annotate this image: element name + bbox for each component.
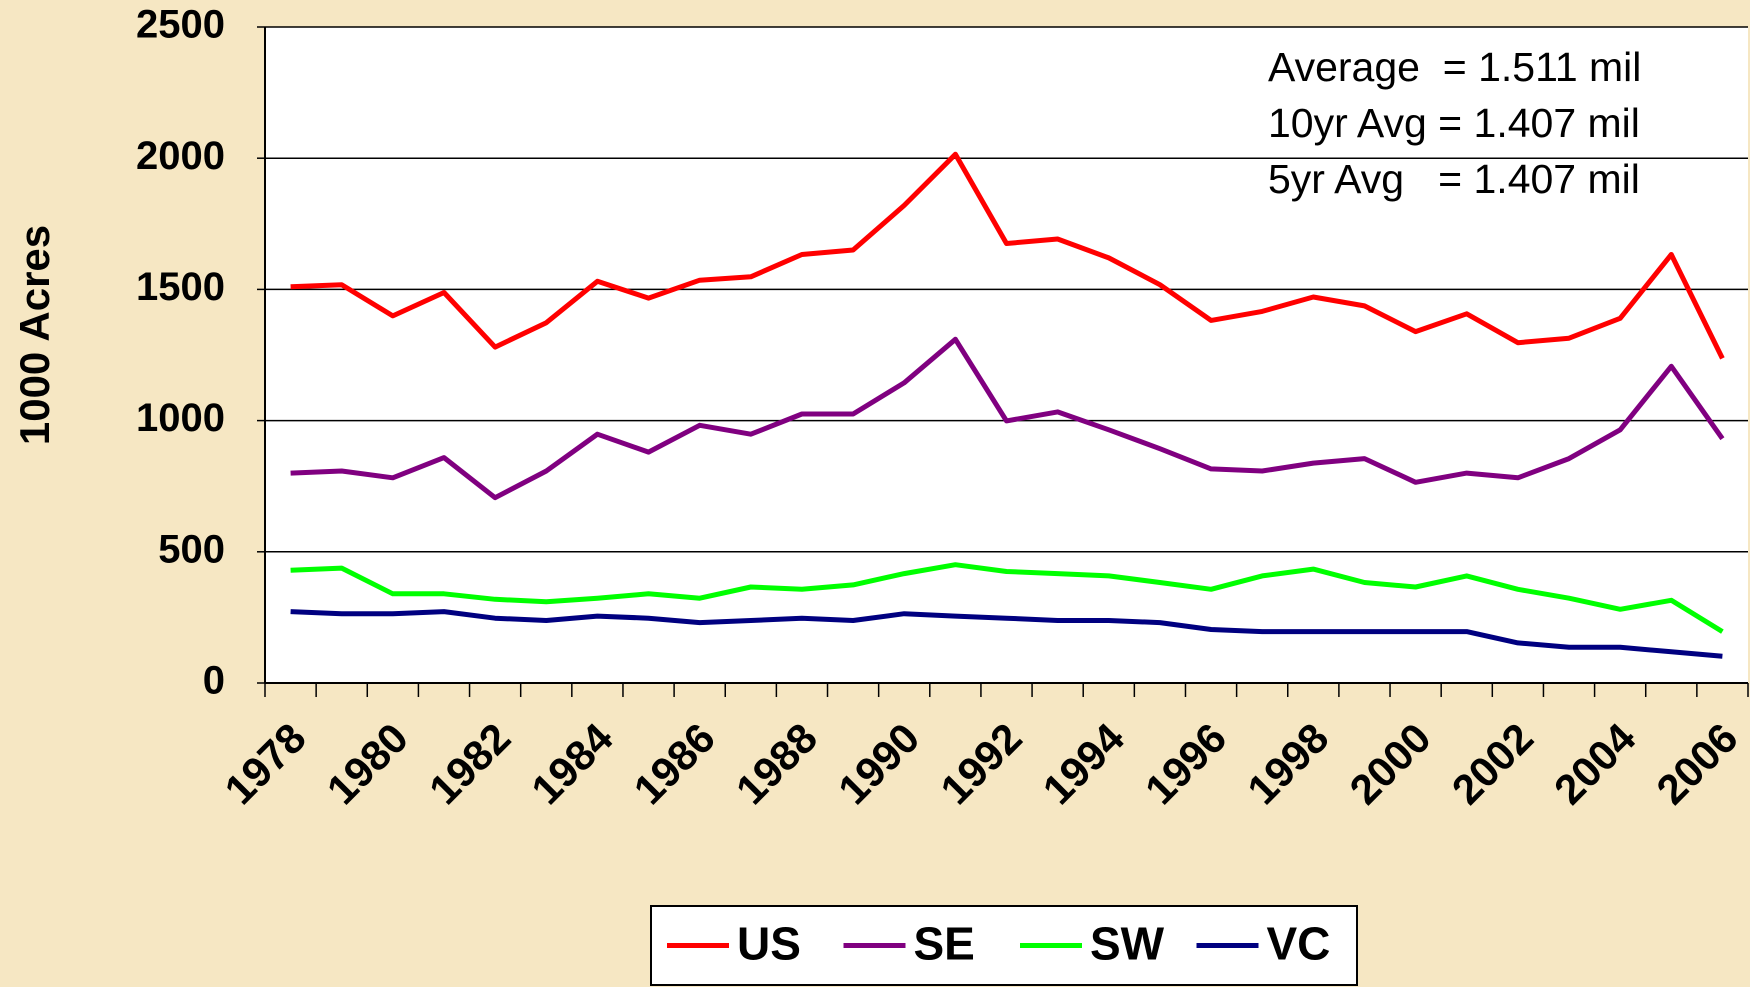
y-tick-label: 0	[203, 659, 225, 703]
x-tick-label: 1996	[1136, 714, 1235, 813]
annotation: 10yr Avg = 1.407 mil	[1268, 100, 1640, 146]
x-tick-label: 1994	[1034, 714, 1134, 814]
x-tick-label: 1980	[318, 714, 417, 813]
legend-label: SW	[1090, 918, 1165, 970]
x-tick-label: 1992	[931, 714, 1030, 813]
y-tick-label: 500	[158, 527, 225, 571]
x-tick-label: 1978	[215, 714, 314, 813]
legend-label: VC	[1267, 918, 1331, 970]
x-tick-label: 2006	[1647, 714, 1746, 813]
x-tick-label: 2002	[1443, 714, 1542, 813]
x-tick-label: 1982	[420, 714, 519, 813]
legend-label: SE	[914, 918, 975, 970]
series-line	[290, 336, 1725, 501]
x-tick-label: 2004	[1545, 714, 1645, 814]
series-line	[290, 609, 1723, 659]
y-axis-label: 1000 Acres	[11, 225, 58, 445]
legend-label: US	[737, 918, 801, 970]
x-tick-label: 1984	[522, 714, 622, 814]
x-tick-label: 1988	[727, 714, 826, 813]
y-tick-label: 2000	[136, 134, 225, 178]
series-line	[290, 151, 1725, 360]
y-tick-label: 1000	[136, 396, 225, 440]
x-tick-label: 1998	[1238, 714, 1337, 813]
annotation: Average = 1.511 mil	[1268, 44, 1641, 90]
x-tick-label: 1990	[829, 714, 928, 813]
annotation: 5yr Avg = 1.407 mil	[1268, 156, 1640, 202]
y-tick-label: 1500	[136, 265, 225, 309]
y-tick-label: 2500	[136, 3, 225, 47]
x-tick-label: 2000	[1341, 714, 1440, 813]
x-tick-label: 1986	[625, 714, 724, 813]
series-line	[290, 562, 1724, 634]
